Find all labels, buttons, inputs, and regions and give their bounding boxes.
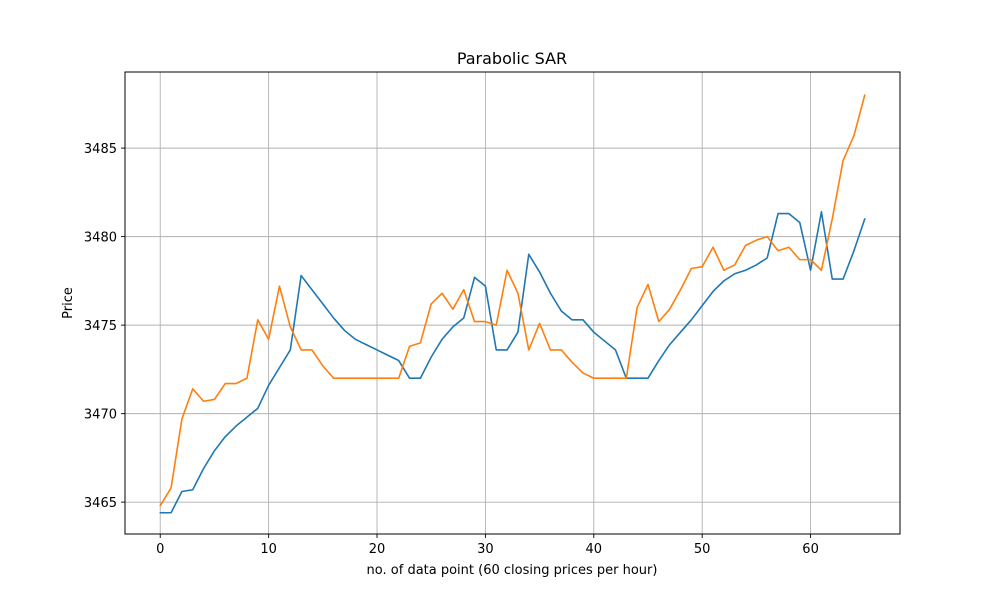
y-tick-label: 3485	[84, 142, 117, 157]
x-tick-label: 20	[369, 542, 386, 557]
series-lines	[159, 94, 866, 514]
y-tick-label: 3480	[84, 231, 117, 246]
y-tick-label: 3470	[84, 408, 117, 423]
x-tick-label: 30	[477, 542, 494, 557]
series-line-1	[159, 211, 866, 514]
chart-title: Parabolic SAR	[457, 49, 567, 68]
grid-lines	[125, 72, 900, 534]
x-tick-label: 0	[156, 542, 164, 557]
x-tick-label: 50	[694, 542, 711, 557]
y-axis-ticks: 3465 3470 3475 3480 3485	[84, 142, 125, 511]
y-tick-label: 3475	[84, 319, 117, 334]
x-axis-ticks: 0 10 20 30 40 50 60	[156, 534, 819, 557]
x-tick-label: 60	[802, 542, 819, 557]
x-tick-label: 10	[260, 542, 277, 557]
x-axis-label: no. of data point (60 closing prices per…	[367, 563, 658, 578]
plot-frame	[124, 71, 901, 535]
series-line-2	[159, 94, 866, 507]
y-tick-label: 3465	[84, 496, 117, 511]
y-axis-label: Price	[61, 287, 76, 319]
x-tick-label: 40	[586, 542, 603, 557]
